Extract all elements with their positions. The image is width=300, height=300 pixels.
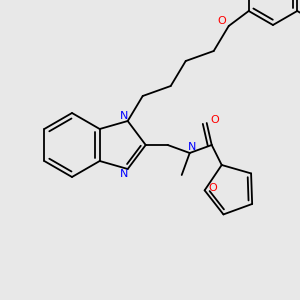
Text: N: N <box>188 142 196 152</box>
Text: N: N <box>119 169 128 179</box>
Text: O: O <box>208 183 217 193</box>
Text: O: O <box>217 16 226 26</box>
Text: N: N <box>119 111 128 121</box>
Text: O: O <box>210 115 219 125</box>
